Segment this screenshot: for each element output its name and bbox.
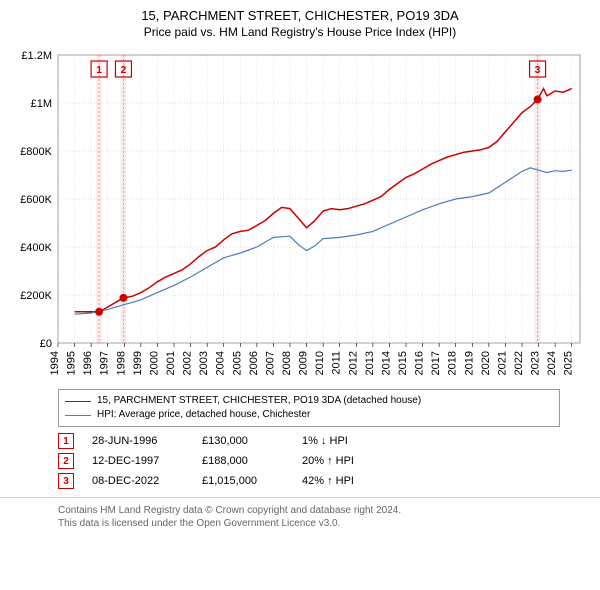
footer-line1: Contains HM Land Registry data © Crown c… bbox=[58, 504, 560, 517]
svg-text:2016: 2016 bbox=[414, 351, 426, 375]
svg-text:2014: 2014 bbox=[380, 351, 392, 375]
legend-swatch bbox=[65, 401, 91, 402]
svg-text:£200K: £200K bbox=[20, 290, 52, 302]
svg-text:2005: 2005 bbox=[231, 351, 243, 375]
svg-text:2002: 2002 bbox=[182, 351, 194, 375]
svg-text:1: 1 bbox=[96, 65, 102, 76]
event-row: 1 28-JUN-1996£130,0001% ↓ HPI bbox=[58, 433, 560, 449]
svg-text:2024: 2024 bbox=[546, 351, 558, 375]
svg-text:£800K: £800K bbox=[20, 146, 52, 158]
svg-text:2023: 2023 bbox=[530, 351, 542, 375]
svg-text:2013: 2013 bbox=[364, 351, 376, 375]
event-marker-badge: 2 bbox=[58, 453, 74, 469]
svg-text:1999: 1999 bbox=[132, 351, 144, 375]
svg-text:2015: 2015 bbox=[397, 351, 409, 375]
svg-text:2017: 2017 bbox=[430, 351, 442, 375]
svg-text:2008: 2008 bbox=[281, 351, 293, 375]
legend-swatch bbox=[65, 415, 91, 416]
price-chart: £0 £200K £400K £600K £800K £1M £1.2M 1994 1995 19… bbox=[0, 45, 600, 385]
svg-text:1994: 1994 bbox=[49, 351, 61, 375]
svg-text:£1.2M: £1.2M bbox=[21, 50, 52, 62]
svg-text:2004: 2004 bbox=[215, 351, 227, 375]
event-price: £1,015,000 bbox=[202, 475, 302, 487]
svg-text:3: 3 bbox=[535, 65, 541, 76]
event-row: 2 12-DEC-1997£188,00020% ↑ HPI bbox=[58, 453, 560, 469]
footer-line2: This data is licensed under the Open Gov… bbox=[58, 517, 560, 530]
svg-text:£0: £0 bbox=[40, 338, 52, 350]
svg-text:2025: 2025 bbox=[563, 351, 575, 375]
svg-text:2000: 2000 bbox=[148, 351, 160, 375]
legend-label: 15, PARCHMENT STREET, CHICHESTER, PO19 3… bbox=[97, 394, 421, 408]
svg-text:2007: 2007 bbox=[264, 351, 276, 375]
event-pct: 42% ↑ HPI bbox=[302, 475, 422, 487]
svg-text:2: 2 bbox=[121, 65, 127, 76]
legend-item: HPI: Average price, detached house, Chic… bbox=[65, 408, 553, 422]
svg-text:1995: 1995 bbox=[66, 351, 78, 375]
legend: 15, PARCHMENT STREET, CHICHESTER, PO19 3… bbox=[58, 389, 560, 427]
chart-subtitle: Price paid vs. HM Land Registry's House … bbox=[0, 25, 600, 39]
svg-text:2009: 2009 bbox=[298, 351, 310, 375]
svg-text:1996: 1996 bbox=[82, 351, 94, 375]
svg-text:2010: 2010 bbox=[314, 351, 326, 375]
event-row: 3 08-DEC-2022£1,015,00042% ↑ HPI bbox=[58, 473, 560, 489]
event-pct: 1% ↓ HPI bbox=[302, 435, 422, 447]
chart-title: 15, PARCHMENT STREET, CHICHESTER, PO19 3… bbox=[0, 8, 600, 23]
event-date: 08-DEC-2022 bbox=[92, 475, 202, 487]
event-marker-badge: 3 bbox=[58, 473, 74, 489]
svg-text:2018: 2018 bbox=[447, 351, 459, 375]
svg-text:1998: 1998 bbox=[115, 351, 127, 375]
svg-text:1997: 1997 bbox=[99, 351, 111, 375]
event-marker-badge: 1 bbox=[58, 433, 74, 449]
event-date: 12-DEC-1997 bbox=[92, 455, 202, 467]
attribution-footer: Contains HM Land Registry data © Crown c… bbox=[0, 497, 600, 538]
legend-label: HPI: Average price, detached house, Chic… bbox=[97, 408, 310, 422]
svg-text:2019: 2019 bbox=[463, 351, 475, 375]
chart-container: £0 £200K £400K £600K £800K £1M £1.2M 1994 1995 19… bbox=[0, 45, 600, 385]
svg-text:2021: 2021 bbox=[496, 351, 508, 375]
svg-text:2020: 2020 bbox=[480, 351, 492, 375]
svg-text:2006: 2006 bbox=[248, 351, 260, 375]
svg-text:2012: 2012 bbox=[347, 351, 359, 375]
svg-text:£1M: £1M bbox=[31, 98, 52, 110]
svg-text:2003: 2003 bbox=[198, 351, 210, 375]
svg-text:2022: 2022 bbox=[513, 351, 525, 375]
event-price: £188,000 bbox=[202, 455, 302, 467]
legend-item: 15, PARCHMENT STREET, CHICHESTER, PO19 3… bbox=[65, 394, 553, 408]
event-date: 28-JUN-1996 bbox=[92, 435, 202, 447]
events-table: 1 28-JUN-1996£130,0001% ↓ HPI 2 12-DEC-1997… bbox=[58, 433, 560, 489]
svg-text:2011: 2011 bbox=[331, 351, 343, 375]
event-pct: 20% ↑ HPI bbox=[302, 455, 422, 467]
svg-text:£600K: £600K bbox=[20, 194, 52, 206]
svg-text:£400K: £400K bbox=[20, 242, 52, 254]
event-price: £130,000 bbox=[202, 435, 302, 447]
svg-text:2001: 2001 bbox=[165, 351, 177, 375]
